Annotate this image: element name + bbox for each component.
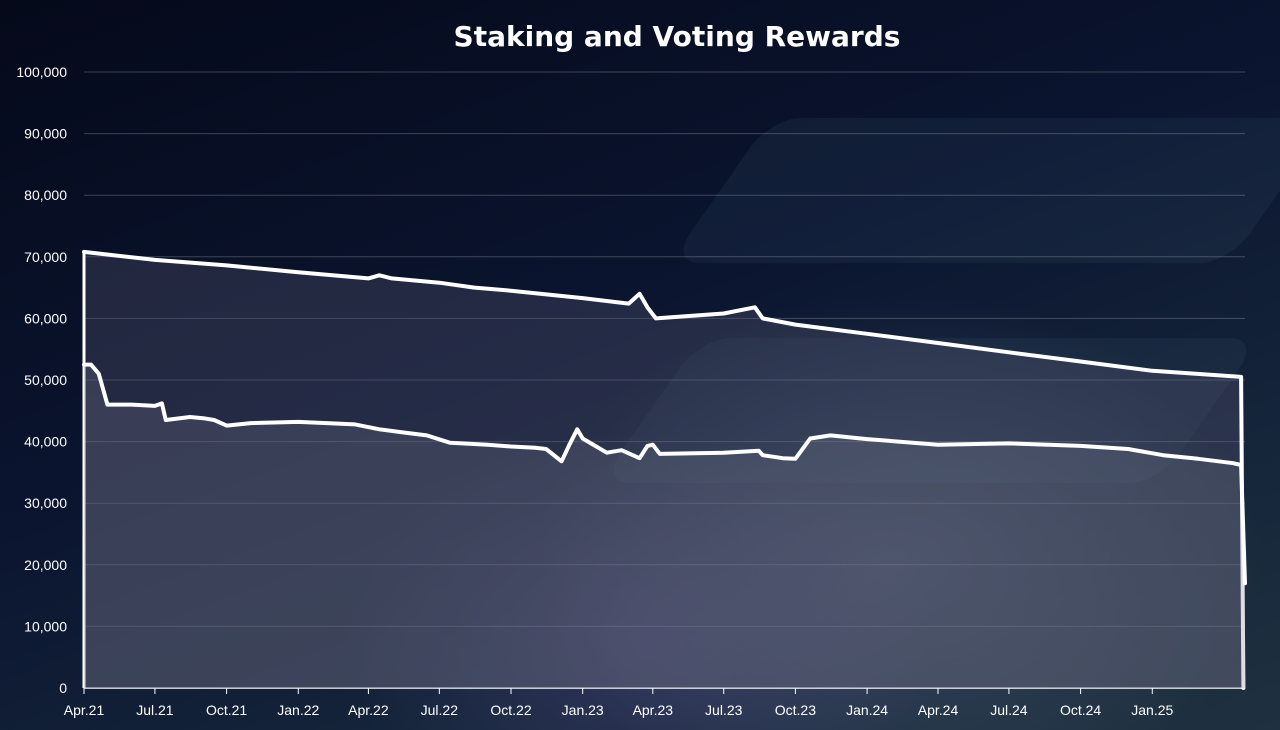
y-tick-label: 90,000 <box>24 126 67 142</box>
y-tick-label: 0 <box>59 680 67 696</box>
x-tick-label: Oct.21 <box>206 702 247 718</box>
x-tick-label: Oct.22 <box>490 702 531 718</box>
x-tick-label: Apr.24 <box>918 702 959 718</box>
x-tick-label: Oct.23 <box>775 702 816 718</box>
y-tick-label: 100,000 <box>16 64 67 80</box>
x-tick-label: Jan.25 <box>1131 702 1173 718</box>
chart-title: Staking and Voting Rewards <box>454 20 901 53</box>
x-tick-label: Apr.23 <box>633 702 674 718</box>
y-tick-label: 10,000 <box>24 618 67 634</box>
x-tick-label: Jul.22 <box>421 702 459 718</box>
x-tick-label: Jan.23 <box>562 702 604 718</box>
x-tick-label: Apr.22 <box>348 702 389 718</box>
y-tick-label: 80,000 <box>24 187 67 203</box>
x-tick-label: Oct.24 <box>1060 702 1101 718</box>
y-tick-label: 70,000 <box>24 249 67 265</box>
x-tick-label: Jul.21 <box>136 702 174 718</box>
y-tick-label: 40,000 <box>24 434 67 450</box>
y-tick-label: 30,000 <box>24 495 67 511</box>
x-tick-label: Jan.24 <box>846 702 888 718</box>
x-tick-label: Jul.23 <box>705 702 743 718</box>
y-tick-label: 50,000 <box>24 372 67 388</box>
x-axis: Apr.21 Jul.21 Oct.21 Jan.22 Apr.22 Jul.22 Oct.… <box>64 687 1245 718</box>
x-tick-label: Jul.24 <box>990 702 1028 718</box>
y-tick-label: 60,000 <box>24 310 67 326</box>
x-tick-label: Apr.21 <box>64 702 105 718</box>
y-axis: 0 10,000 20,000 30,000 40,000 50,000 60,000 70,… <box>16 64 67 696</box>
series-area-1 <box>84 251 1244 688</box>
series-group <box>82 249 1247 690</box>
series-line-2 <box>82 362 1247 586</box>
x-tick-label: Jan.22 <box>277 702 319 718</box>
series-line-1 <box>82 249 1246 690</box>
y-tick-label: 20,000 <box>24 557 67 573</box>
